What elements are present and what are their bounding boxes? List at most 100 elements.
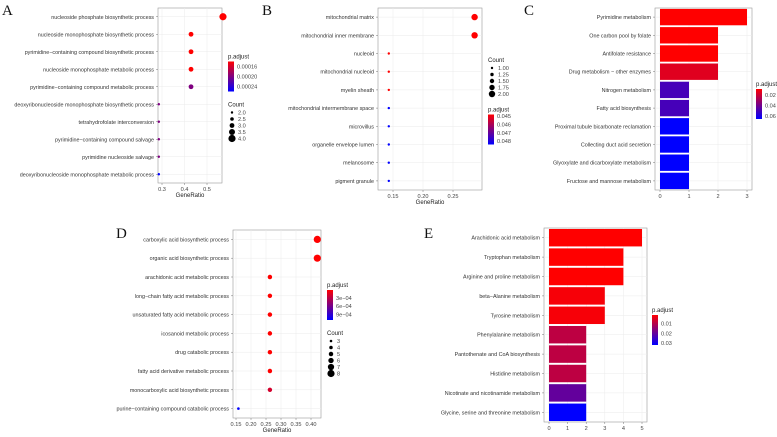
panel-e: E 0 1 2 3 4 5 Arachidonic acid metabolism Trypto… (424, 226, 673, 432)
data-point (267, 387, 273, 393)
color-legend-label: 0.00016 (237, 65, 257, 71)
size-legend-dot (489, 78, 495, 84)
panel-letter: E (424, 226, 433, 242)
size-legend-label: 4.0 (238, 137, 246, 143)
size-legend-label: 7 (337, 365, 340, 371)
category-label: pyrimidine−containing compound salvage (55, 137, 154, 143)
x-tick-label: 4 (622, 426, 625, 432)
category-label: organic acid biosynthetic process (150, 256, 230, 262)
x-tick-label: 0.3 (158, 187, 166, 193)
size-legend-dot (230, 117, 234, 121)
x-tick-label: 0.4 (181, 187, 189, 193)
data-point (387, 70, 390, 73)
size-legend-dot (230, 111, 234, 114)
color-legend-label: 0.02 (765, 93, 776, 99)
category-label: Pyrimidine metabolism (597, 15, 652, 21)
category-label: Glyoxylate and dicarboxylate metabolism (553, 161, 651, 167)
color-legend-label: 0.01 (661, 322, 672, 328)
bar (549, 267, 624, 286)
size-legend-dot (327, 369, 335, 378)
size-legend-dot (228, 134, 236, 143)
color-legend-label: 0.03 (661, 341, 672, 347)
category-label: beta−Alanine metabolism (479, 294, 540, 300)
plot-panel (232, 229, 322, 419)
data-point (387, 143, 390, 146)
category-label: pyrimidine nucleoside salvage (82, 155, 154, 161)
bar (549, 228, 642, 247)
data-point (188, 49, 194, 55)
category-label: Proximal tubule bicarbonate reclamation (555, 124, 651, 130)
color-legend-title: p.adjust (488, 108, 509, 114)
color-bar (756, 89, 762, 119)
size-legend-title: Count (488, 58, 504, 64)
bar (660, 136, 689, 153)
bar (549, 345, 587, 363)
size-legend-label: 1.75 (498, 86, 509, 92)
color-legend-label: 0.045 (497, 114, 511, 120)
data-point (219, 13, 227, 21)
bar (549, 306, 605, 325)
bar (660, 154, 689, 171)
data-point (387, 52, 390, 55)
color-legend-label: 0.048 (497, 139, 511, 145)
x-tick-label: 0.15 (231, 422, 242, 428)
size-legend-label: 4 (337, 346, 340, 352)
data-point (237, 407, 240, 410)
data-point (157, 103, 161, 106)
x-tick-label: 0.5 (203, 187, 211, 193)
data-point (471, 32, 478, 39)
panel-c: C 0 1 2 3 Pyrimidine metabolism One carbon poo… (524, 3, 777, 200)
data-point (188, 66, 194, 72)
color-legend-label: 0.04 (765, 104, 776, 110)
panel-b: B 0.15 0.20 0.25 mitochondrial matrix mitocho… (262, 3, 511, 206)
data-point (157, 120, 161, 123)
color-legend-title: p.adjust (327, 283, 348, 289)
bar (549, 384, 587, 402)
bar (549, 364, 587, 383)
panel-letter: C (524, 3, 534, 19)
size-legend-label: 2.00 (498, 92, 509, 98)
data-point (471, 13, 478, 21)
data-point (387, 161, 390, 164)
category-label: Histidine metabolism (490, 372, 540, 378)
color-legend-label: 3e−04 (336, 296, 352, 302)
bar (660, 81, 689, 99)
x-tick-label: 0 (547, 426, 550, 432)
category-label: nucleoside monophosphate biosynthetic pr… (38, 32, 155, 38)
category-label: Arachidonic acid metabolism (471, 236, 540, 242)
size-legend-label: 3.5 (238, 130, 246, 136)
bar (549, 248, 624, 266)
bar (660, 45, 718, 62)
size-legend-label: 8 (337, 372, 340, 378)
category-label: long−chain fatty acid metabolic process (135, 294, 230, 300)
x-axis-title: GeneRatio (416, 200, 445, 206)
category-label: carboxylic acid biosynthetic process (143, 237, 229, 243)
category-label: monocarboxylic acid biosynthetic process (130, 388, 229, 394)
size-legend-label: 6 (337, 359, 340, 365)
data-point (267, 331, 273, 336)
color-legend-label: 9e−04 (336, 312, 352, 318)
color-legend-title: p.adjust (228, 55, 249, 61)
bar (549, 403, 587, 422)
size-legend-dot (229, 129, 235, 135)
category-label: Fructose and mannose metabolism (567, 179, 652, 185)
data-point (267, 349, 273, 355)
size-legend-label: 2.5 (238, 117, 246, 123)
category-label: tetrahydrofolate interconversion (78, 120, 154, 126)
x-tick-label: 0.25 (261, 422, 272, 428)
category-label: Nitrogen metabolism (602, 88, 652, 94)
category-label: deoxyribonucleoside monophosphate biosyn… (14, 102, 154, 108)
category-label: Nicotinate and nicotinamide metabolism (445, 391, 541, 397)
size-legend-dot (490, 66, 494, 70)
x-tick-label: 0 (658, 194, 661, 200)
category-label: myelin sheath (341, 88, 374, 94)
size-legend-title: Count (228, 103, 244, 109)
category-label: mitochondrial nucleoid (320, 70, 374, 76)
bar (660, 8, 747, 26)
category-label: Tryptophan metabolism (484, 255, 541, 261)
color-bar (488, 114, 494, 145)
color-legend-label: 0.06 (765, 114, 776, 120)
data-point (387, 179, 390, 183)
category-label: pyrimidine−containing compound metabolic… (30, 85, 154, 91)
